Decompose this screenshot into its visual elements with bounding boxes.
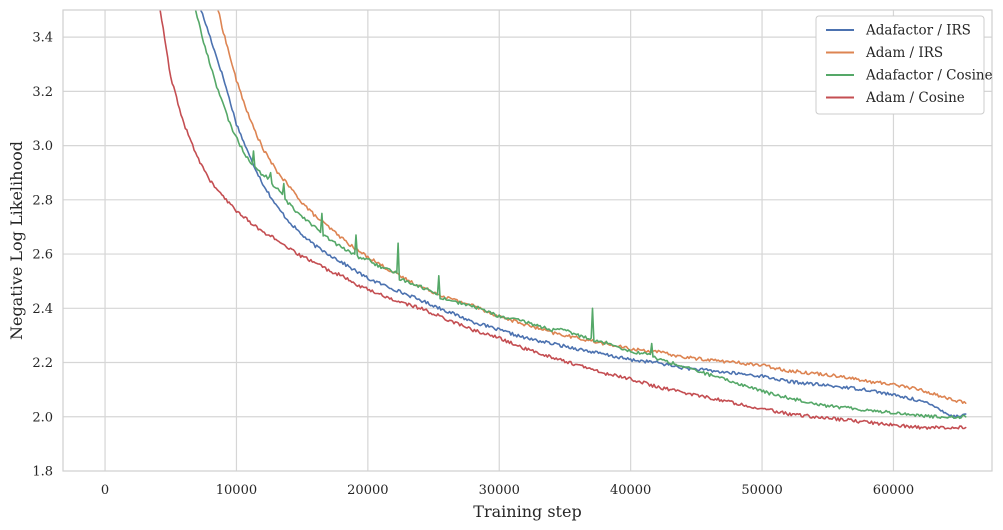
x-tick-label: 20000 xyxy=(347,483,388,498)
y-tick-label: 2.8 xyxy=(32,193,53,208)
series-layer xyxy=(159,10,967,430)
x-tick-label: 30000 xyxy=(479,483,520,498)
legend-label: Adafactor / IRS xyxy=(865,23,971,39)
y-tick-label: 2.6 xyxy=(32,248,53,263)
y-tick-label: 2.4 xyxy=(32,302,53,317)
x-axis-ticks: 0 10000 20000 30000 40000 50000 60000 xyxy=(101,483,914,498)
x-tick-label: 0 xyxy=(101,483,109,498)
x-tick-label: 50000 xyxy=(741,483,782,498)
x-tick-label: 40000 xyxy=(610,483,651,498)
y-axis-label: Negative Log Likelihood xyxy=(7,141,26,340)
y-tick-label: 3.0 xyxy=(32,139,53,154)
x-tick-label: 60000 xyxy=(873,483,914,498)
series-line-3 xyxy=(194,10,967,420)
y-tick-label: 3.2 xyxy=(32,85,53,100)
x-axis-label: Training step xyxy=(473,502,581,521)
series-line-2 xyxy=(217,10,967,405)
series-line-1 xyxy=(200,10,967,419)
y-tick-label: 3.4 xyxy=(32,31,53,46)
y-axis-ticks: 1.8 2.0 2.2 2.4 2.6 2.8 3.0 3.2 3.4 xyxy=(32,31,53,480)
legend-box xyxy=(815,15,985,115)
x-tick-label: 10000 xyxy=(216,483,257,498)
legend: Adafactor / IRS Adam / IRS Adafactor / Cos… xyxy=(815,15,993,115)
legend-label: Adam / Cosine xyxy=(865,90,965,106)
y-tick-label: 2.2 xyxy=(32,356,53,371)
legend-label: Adafactor / Cosine xyxy=(865,68,993,84)
series-line-4 xyxy=(159,10,967,430)
y-tick-label: 2.0 xyxy=(32,410,53,425)
plot-frame xyxy=(62,9,993,472)
y-tick-label: 1.8 xyxy=(32,465,53,480)
legend-label: Adam / IRS xyxy=(865,45,943,61)
